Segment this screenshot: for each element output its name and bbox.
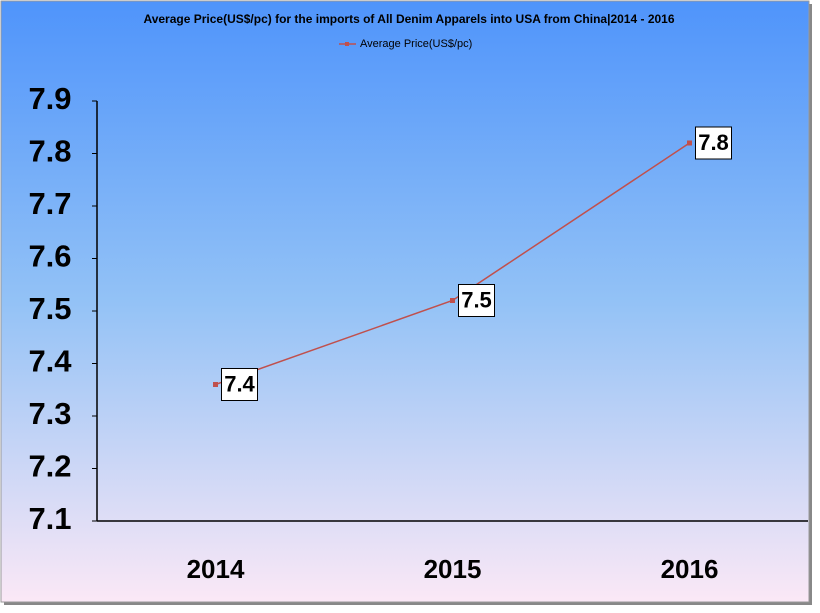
legend-label: Average Price(US$/pc) bbox=[360, 38, 472, 50]
y-tick-label: 7.2 bbox=[28, 449, 71, 484]
value-label: 7.4 bbox=[224, 371, 255, 396]
point-marker bbox=[450, 298, 455, 303]
y-tick-label: 7.4 bbox=[28, 344, 72, 379]
y-tick-label: 7.8 bbox=[28, 134, 71, 169]
value-label-box bbox=[458, 284, 495, 317]
point-marker bbox=[687, 140, 692, 146]
x-tick-label: 2014 bbox=[187, 554, 245, 584]
y-tick-label: 7.6 bbox=[28, 239, 71, 274]
y-tick-label: 7.3 bbox=[28, 396, 71, 431]
y-tick-label: 7.1 bbox=[28, 501, 71, 536]
y-tick-label: 7.7 bbox=[28, 186, 71, 221]
x-tick-label: 2016 bbox=[661, 554, 719, 584]
value-label-box bbox=[221, 368, 258, 401]
value-label-box bbox=[695, 126, 732, 160]
x-tick-label: 2015 bbox=[424, 554, 482, 584]
value-label: 7.5 bbox=[461, 287, 492, 312]
point-marker bbox=[213, 382, 218, 387]
value-label: 7.8 bbox=[698, 130, 729, 155]
y-tick-label: 7.5 bbox=[28, 291, 71, 326]
chart-area bbox=[0, 0, 810, 603]
chart-title: Average Price(US$/pc) for the imports of… bbox=[143, 12, 674, 26]
legend-marker bbox=[345, 42, 349, 46]
y-tick-label: 7.9 bbox=[28, 81, 71, 116]
